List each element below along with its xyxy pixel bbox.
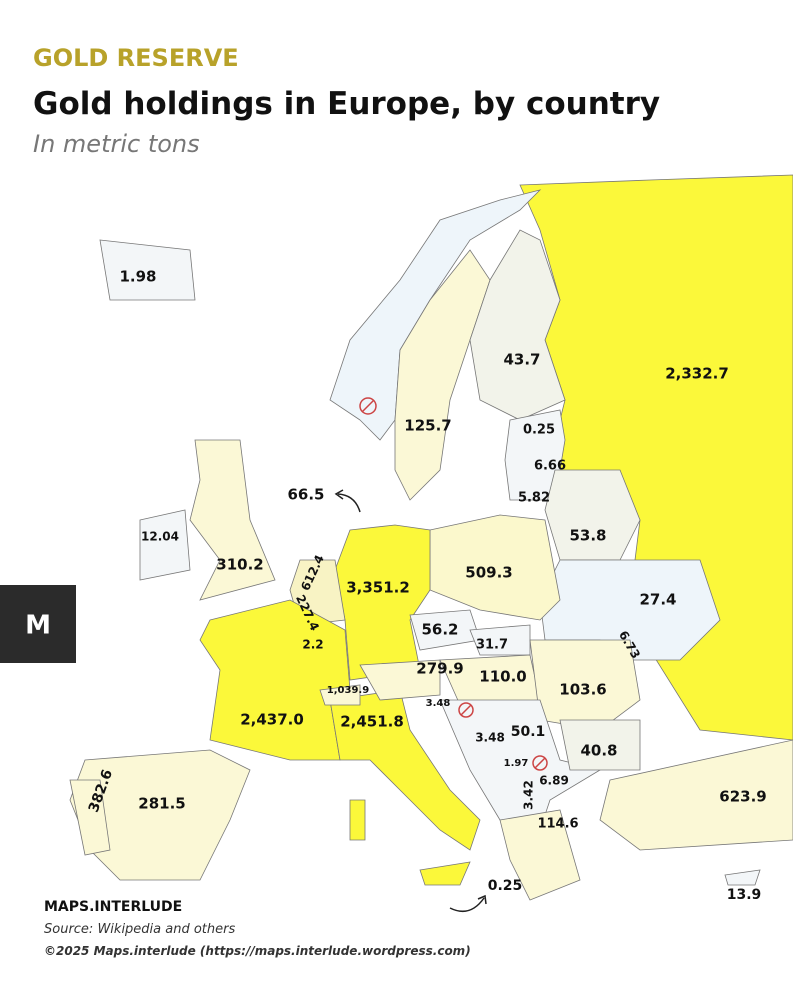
subtitle: In metric tons [33,130,200,158]
kicker: GOLD RESERVE [33,44,239,72]
value-label: 31.7 [476,638,508,653]
value-label: 509.3 [465,564,512,582]
brand: MAPS.INTERLUDE [44,899,182,915]
value-label: 3.48 [475,731,505,745]
value-label: 12.04 [141,530,179,544]
value-label: 125.7 [404,417,451,435]
value-label: 66.5 [287,486,324,504]
value-label: 43.7 [503,351,540,369]
value-label: 1.97 [504,758,529,769]
value-label: 0.25 [488,878,523,894]
value-label: 6.89 [539,774,569,788]
value-label: 3.42 [522,780,536,810]
belarus [544,469,641,561]
switzerland [319,684,361,706]
value-label: 623.9 [719,788,766,806]
portugal [69,779,111,856]
sardinia [349,799,366,841]
value-label: 1,039.9 [327,685,369,696]
germany [334,524,431,681]
greece [499,809,581,901]
value-label: 50.1 [511,724,546,740]
uk [189,439,276,601]
value-label: 2,437.0 [240,711,304,729]
no-data-icons [359,397,548,771]
value-label: 114.6 [537,817,578,832]
copyright: ©2025 Maps.interlude (https://maps.inter… [44,944,471,958]
turkey [599,739,793,851]
sicily [419,861,471,886]
finland [469,229,566,421]
value-label: 56.2 [421,621,458,639]
value-label: 40.8 [580,742,617,760]
poland [429,514,561,621]
value-label: 6.66 [534,459,566,474]
arrows [334,489,487,913]
source: Source: Wikipedia and others [44,922,235,937]
title: Gold holdings in Europe, by country [33,86,660,122]
austria [359,659,441,701]
ukraine [539,559,721,661]
value-label: 310.2 [216,556,263,574]
value-label: 2.2 [302,638,323,652]
value-label: 0.25 [523,423,555,438]
balkans [439,699,602,831]
spain [69,749,251,881]
value-label: 110.0 [479,668,526,686]
value-label: 279.9 [416,660,463,678]
value-label: 3.48 [426,698,451,709]
value-label: 2,451.8 [340,713,404,731]
logo-box [0,585,76,663]
iceland [99,239,196,301]
value-label: 281.5 [138,795,185,813]
value-label: 2,332.7 [665,365,729,383]
france [199,599,351,761]
countries [69,174,793,901]
ireland [139,509,191,581]
value-label: 5.82 [518,491,550,506]
bulgaria [559,719,641,771]
cyprus [724,869,761,886]
value-label: 103.6 [559,681,606,699]
logo: M [25,611,51,641]
value-label: 1.98 [119,268,156,286]
italy [329,689,481,851]
value-label: 53.8 [569,527,606,545]
value-label: 3,351.2 [346,579,410,597]
value-label: 27.4 [639,591,676,609]
value-label: 13.9 [727,887,762,903]
